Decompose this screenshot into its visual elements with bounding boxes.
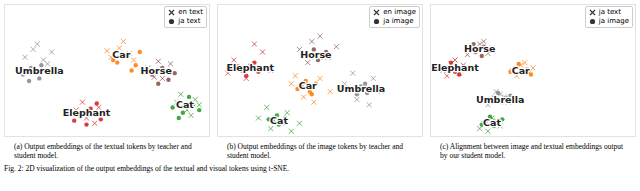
html-text:en image: en image [383,8,416,16]
svg-text:Umbrella: Umbrella [337,83,385,94]
svg-text:Horse: Horse [300,49,331,60]
html-text:ja text: ja text [598,8,621,16]
svg-text:Car: Car [299,80,317,91]
html-text:(c) Alignment between image an: (c) Alignment between image and textual … [440,142,624,160]
svg-text:Umbrella: Umbrella [476,94,524,105]
svg-text:Horse: Horse [141,65,172,76]
html-text:Fig. 2: 2D visualization of th: Fig. 2: 2D visualization of the output e… [4,164,290,173]
svg-text:Umbrella: Umbrella [15,65,63,76]
svg-text:Cat: Cat [176,99,194,110]
html-text:(a) Output embeddings of the t: (a) Output embeddings of the textual tok… [14,142,192,160]
svg-text:Elephant: Elephant [431,62,479,73]
svg-text:Elephant: Elephant [63,107,111,118]
html-text:ja image: ja image [383,17,414,25]
svg-text:Cat: Cat [483,117,501,128]
svg-text:Car: Car [112,49,130,60]
html-text:en text: en text [178,8,203,16]
svg-text:Cat: Cat [270,115,288,126]
svg-text:Elephant: Elephant [227,62,275,73]
svg-text:Car: Car [512,65,530,76]
html-text:ja image: ja image [598,17,629,25]
html-text:ja text: ja text [178,17,201,25]
html-text:(b) Output embeddings of the i: (b) Output embeddings of the image token… [227,142,403,160]
svg-text:Horse: Horse [464,43,495,54]
